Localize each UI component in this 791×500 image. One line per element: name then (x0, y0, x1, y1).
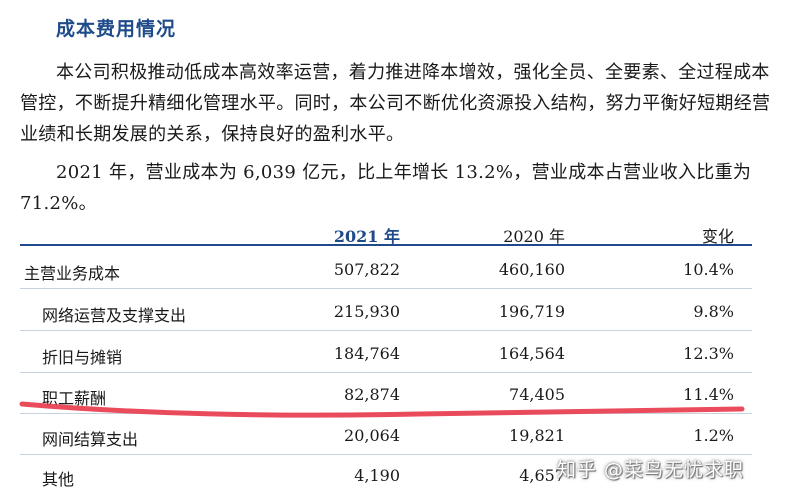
row-divider (20, 413, 752, 414)
row-label: 职工薪酬 (42, 389, 107, 408)
row-label: 网间结算支出 (42, 430, 139, 449)
cell-2021: 215,930 (333, 302, 400, 321)
column-header-2021: 2021 年 (333, 227, 400, 246)
summary-paragraph: 2021 年，营业成本为 6,039 亿元，比上年增长 13.2%，营业成本占营… (20, 162, 752, 214)
cell-change: 10.4% (683, 260, 734, 279)
cell-2020: 164,564 (498, 344, 565, 363)
table-header-rule (20, 244, 752, 246)
row-label: 网络运营及支撑支出 (42, 306, 187, 325)
cell-2020: 460,160 (498, 260, 565, 279)
cell-2021: 507,822 (333, 260, 400, 279)
cell-2020: 4,657 (519, 466, 565, 485)
row-label: 主营业务成本 (24, 264, 121, 283)
cell-change: 12.3% (683, 344, 734, 363)
row-label: 其他 (42, 470, 75, 489)
cell-2021: 82,874 (344, 385, 400, 404)
cell-2021: 20,064 (344, 426, 400, 445)
cell-2020: 19,821 (509, 426, 565, 445)
cell-2020: 74,405 (509, 385, 565, 404)
cell-change: 9.8% (693, 302, 734, 321)
intro-paragraph: 本公司积极推动低成本高效率运营，着力推进降本增效，强化全员、全要素、全过程成本管… (20, 62, 771, 145)
row-divider (20, 372, 752, 373)
cell-change: 11.4% (683, 385, 734, 404)
watermark: 知乎 @菜鸟无忧求职 (557, 459, 745, 481)
column-header-2020: 2020 年 (503, 227, 565, 246)
cell-change: 1.2% (693, 426, 734, 445)
column-header-change: 变化 (701, 227, 734, 246)
row-divider (20, 330, 752, 331)
row-divider (20, 288, 752, 289)
row-label: 折旧与摊销 (42, 348, 123, 367)
cell-2021: 184,764 (333, 344, 400, 363)
section-title: 成本费用情况 (56, 18, 177, 40)
row-divider (20, 454, 752, 455)
cell-2020: 196,719 (498, 302, 565, 321)
cell-2021: 4,190 (354, 466, 400, 485)
